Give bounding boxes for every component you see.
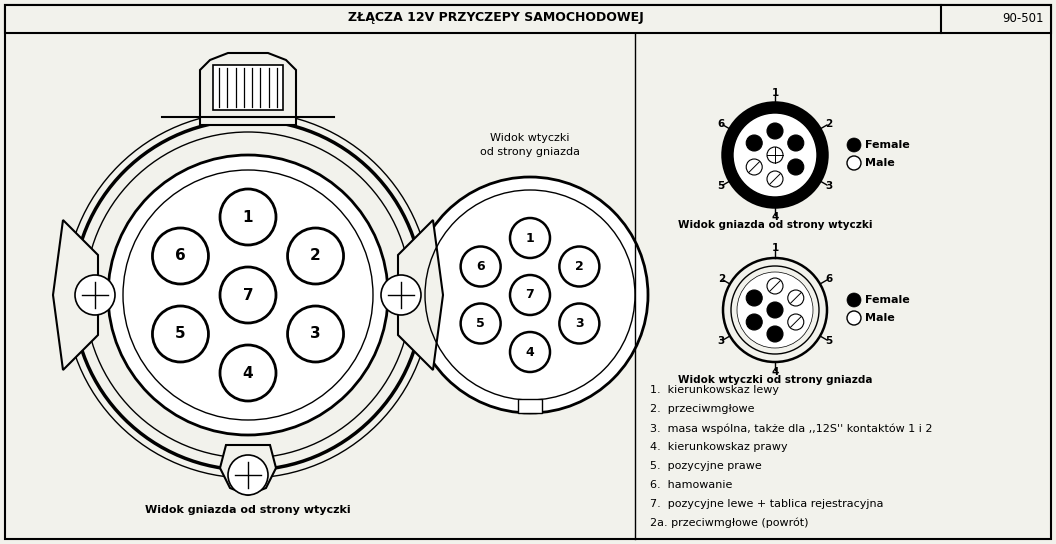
- Circle shape: [788, 314, 804, 330]
- Text: 1.  kierunkowskaz lewy: 1. kierunkowskaz lewy: [650, 385, 779, 395]
- Circle shape: [510, 275, 550, 315]
- Text: Widok wtyczki
od strony gniazda: Widok wtyczki od strony gniazda: [480, 133, 580, 157]
- Text: 6: 6: [718, 119, 724, 129]
- Circle shape: [788, 159, 804, 175]
- Text: 4: 4: [771, 212, 778, 222]
- Circle shape: [767, 302, 782, 318]
- Circle shape: [108, 155, 388, 435]
- Circle shape: [460, 246, 501, 287]
- Text: Widok wtyczki od strony gniazda: Widok wtyczki od strony gniazda: [678, 375, 872, 385]
- Circle shape: [723, 103, 827, 207]
- Circle shape: [767, 278, 782, 294]
- Text: 3: 3: [825, 181, 832, 191]
- Text: Female: Female: [865, 140, 910, 150]
- Circle shape: [412, 177, 648, 413]
- Text: 2: 2: [310, 249, 321, 263]
- Circle shape: [560, 304, 600, 343]
- Polygon shape: [53, 220, 98, 370]
- Polygon shape: [200, 53, 296, 125]
- Polygon shape: [220, 445, 276, 495]
- Text: 6: 6: [476, 260, 485, 273]
- Text: 3: 3: [576, 317, 584, 330]
- Circle shape: [287, 306, 343, 362]
- Text: 5: 5: [175, 326, 186, 342]
- Text: 6: 6: [825, 274, 832, 284]
- Circle shape: [152, 306, 208, 362]
- Circle shape: [733, 113, 817, 197]
- Circle shape: [767, 147, 782, 163]
- FancyBboxPatch shape: [5, 5, 1051, 33]
- Circle shape: [847, 293, 861, 307]
- Text: Male: Male: [865, 158, 894, 168]
- Text: 4.  kierunkowskaz prawy: 4. kierunkowskaz prawy: [650, 442, 788, 452]
- Circle shape: [220, 267, 276, 323]
- Circle shape: [767, 326, 782, 342]
- Text: 5: 5: [476, 317, 485, 330]
- Bar: [518, 399, 542, 413]
- Circle shape: [737, 272, 813, 348]
- Circle shape: [220, 345, 276, 401]
- Text: 4: 4: [243, 366, 253, 380]
- Circle shape: [847, 311, 861, 325]
- Circle shape: [747, 159, 762, 175]
- Circle shape: [767, 171, 782, 187]
- Circle shape: [747, 314, 762, 330]
- Text: Female: Female: [865, 295, 910, 305]
- Circle shape: [788, 135, 804, 151]
- Circle shape: [788, 290, 804, 306]
- Text: 3: 3: [718, 336, 724, 346]
- Text: 5: 5: [825, 336, 832, 346]
- Polygon shape: [398, 220, 444, 370]
- Circle shape: [767, 123, 782, 139]
- Text: Male: Male: [865, 313, 894, 323]
- Text: 3.  masa wspólna, także dla ,,12S'' kontaktów 1 i 2: 3. masa wspólna, także dla ,,12S'' konta…: [650, 423, 932, 434]
- Circle shape: [560, 246, 600, 287]
- Circle shape: [510, 332, 550, 372]
- Text: ZŁĄCZA 12V PRZYCZEPY SAMOCHODOWEJ: ZŁĄCZA 12V PRZYCZEPY SAMOCHODOWEJ: [348, 11, 644, 24]
- Text: 2a. przeciwmgłowe (powrót): 2a. przeciwmgłowe (powrót): [650, 518, 809, 529]
- Circle shape: [228, 455, 268, 495]
- Text: 7.  pozycyjne lewe + tablica rejestracyjna: 7. pozycyjne lewe + tablica rejestracyjn…: [650, 499, 884, 509]
- Text: 3: 3: [310, 326, 321, 342]
- Text: 1: 1: [243, 209, 253, 225]
- Circle shape: [510, 218, 550, 258]
- Bar: [213, 65, 283, 110]
- Circle shape: [847, 156, 861, 170]
- Circle shape: [460, 304, 501, 343]
- Text: 7: 7: [243, 287, 253, 302]
- Text: 90-501: 90-501: [1002, 11, 1044, 24]
- Text: 4: 4: [771, 367, 778, 377]
- FancyBboxPatch shape: [5, 5, 1051, 539]
- Circle shape: [75, 275, 115, 315]
- Text: 2: 2: [718, 274, 724, 284]
- Text: 7: 7: [526, 288, 534, 301]
- Circle shape: [287, 228, 343, 284]
- Text: 1: 1: [771, 88, 778, 98]
- Text: Widok gniazda od strony wtyczki: Widok gniazda od strony wtyczki: [145, 505, 351, 515]
- Circle shape: [220, 189, 276, 245]
- Text: 1: 1: [526, 232, 534, 244]
- Text: 2.  przeciwmgłowe: 2. przeciwmgłowe: [650, 404, 754, 414]
- Circle shape: [747, 135, 762, 151]
- Text: 6: 6: [175, 249, 186, 263]
- Circle shape: [381, 275, 421, 315]
- Text: 5: 5: [718, 181, 724, 191]
- Text: 6.  hamowanie: 6. hamowanie: [650, 480, 733, 490]
- Circle shape: [65, 112, 431, 478]
- Text: 2: 2: [574, 260, 584, 273]
- Text: 5.  pozycyjne prawe: 5. pozycyjne prawe: [650, 461, 761, 471]
- Circle shape: [847, 138, 861, 152]
- Circle shape: [152, 228, 208, 284]
- Text: 2: 2: [825, 119, 832, 129]
- Circle shape: [747, 290, 762, 306]
- Text: 4: 4: [526, 345, 534, 358]
- Text: Widok gniazda od strony wtyczki: Widok gniazda od strony wtyczki: [678, 220, 872, 230]
- Text: 1: 1: [771, 243, 778, 253]
